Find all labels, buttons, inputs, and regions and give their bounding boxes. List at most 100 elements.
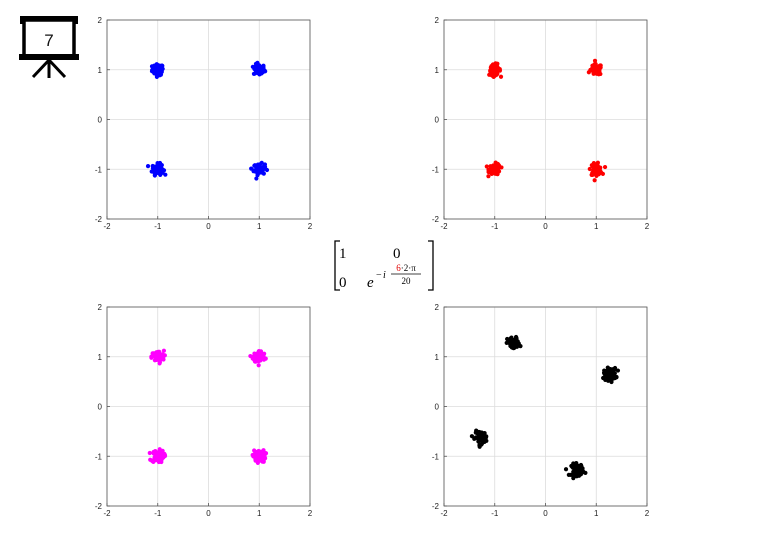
x-tick-label: -2	[440, 222, 448, 231]
x-tick-label: 1	[594, 509, 599, 518]
data-point	[592, 167, 597, 172]
data-point	[254, 176, 259, 181]
y-tick-label: 1	[435, 66, 440, 75]
data-point	[512, 344, 517, 349]
y-tick-label: 0	[98, 403, 103, 412]
y-tick-label: 1	[98, 353, 103, 362]
x-tick-label: 2	[645, 222, 650, 231]
data-point	[614, 375, 619, 380]
x-tick-label: 0	[543, 509, 548, 518]
data-point	[496, 163, 501, 168]
x-tick-label: 1	[257, 509, 262, 518]
y-tick-label: 2	[98, 303, 103, 312]
y-tick-label: -2	[95, 502, 103, 511]
numerator-highlight: 6	[396, 263, 401, 273]
data-point	[256, 64, 261, 70]
data-point	[487, 169, 492, 174]
data-point	[256, 363, 261, 368]
data-point	[156, 454, 161, 459]
data-point	[612, 367, 617, 372]
data-point	[160, 448, 165, 453]
data-point	[505, 336, 510, 342]
data-point	[488, 65, 493, 70]
x-tick-label: 0	[206, 222, 211, 231]
data-point	[593, 171, 598, 177]
data-point	[156, 350, 162, 355]
data-point	[518, 344, 523, 349]
data-point	[161, 348, 167, 353]
data-point	[486, 174, 491, 179]
data-point	[484, 164, 489, 169]
data-point	[260, 454, 265, 459]
y-tick-label: 0	[435, 116, 440, 125]
data-point	[589, 163, 594, 168]
y-tick-label: 2	[98, 16, 103, 25]
data-point	[491, 70, 496, 75]
data-point	[570, 464, 575, 469]
data-point	[152, 173, 157, 178]
data-point	[482, 431, 487, 436]
x-tick-label: 2	[308, 222, 313, 231]
data-point	[496, 167, 501, 173]
data-point	[577, 470, 583, 475]
data-point	[250, 452, 255, 458]
data-point	[162, 452, 168, 458]
data-point	[572, 472, 578, 477]
y-tick-label: -1	[95, 452, 103, 461]
data-point	[492, 165, 497, 170]
data-point	[496, 67, 501, 72]
x-tick-label: -2	[440, 509, 448, 518]
y-tick-label: 0	[435, 403, 440, 412]
data-point	[587, 166, 592, 172]
data-point	[475, 431, 480, 436]
y-tick-label: 1	[98, 66, 103, 75]
matrix-left-bracket	[334, 240, 340, 291]
data-point	[602, 164, 608, 170]
scatter-plot-2: -2 -1 0 1 2 -2 -1 0 1 2	[432, 16, 650, 231]
data-point	[508, 343, 513, 349]
data-point	[252, 448, 257, 453]
x-tick-label: -1	[154, 222, 162, 231]
y-tick-label: -2	[95, 215, 103, 224]
data-point	[473, 435, 479, 440]
presentation-board-icon: 7	[19, 16, 79, 79]
data-point	[260, 352, 265, 357]
data-point	[157, 357, 162, 362]
x-tick-label: 2	[308, 509, 313, 518]
data-point	[574, 462, 579, 468]
data-point	[253, 66, 258, 72]
y-tick-label: -1	[432, 452, 440, 461]
data-point	[608, 377, 613, 382]
y-tick-label: -2	[432, 215, 440, 224]
matrix-exp-imag: i	[383, 270, 386, 281]
data-point	[612, 371, 617, 376]
matrix-right-bracket	[428, 240, 434, 291]
x-tick-label: 0	[206, 509, 211, 518]
data-point	[157, 171, 162, 176]
y-tick-label: 0	[98, 116, 103, 125]
matrix-a21: 0	[339, 275, 347, 291]
data-point	[252, 163, 257, 168]
data-point	[160, 168, 165, 173]
data-point	[160, 66, 165, 71]
scatter-plot-3: -2 -1 0 1 2 -2 -1 0 1 2	[95, 303, 313, 518]
numerator-rest: ·2·π	[401, 263, 416, 273]
x-tick-label: -1	[491, 222, 499, 231]
data-point	[153, 70, 158, 76]
y-tick-label: 2	[435, 303, 440, 312]
data-point	[255, 352, 260, 357]
data-point	[264, 167, 270, 173]
x-tick-label: -1	[154, 509, 162, 518]
data-point	[615, 368, 621, 373]
rotation-matrix: 1 0 0 e − i 6·2·π 20	[334, 240, 434, 291]
matrix-a12: 0	[393, 246, 401, 262]
data-point	[573, 468, 578, 473]
matrix-exp-sign: −	[376, 270, 382, 281]
matrix-exp-denominator: 20	[402, 276, 412, 286]
y-tick-label: -2	[432, 502, 440, 511]
data-point	[255, 460, 260, 465]
data-point	[259, 166, 264, 171]
data-point	[593, 162, 598, 167]
data-point	[598, 63, 603, 68]
x-tick-label: 0	[543, 222, 548, 231]
